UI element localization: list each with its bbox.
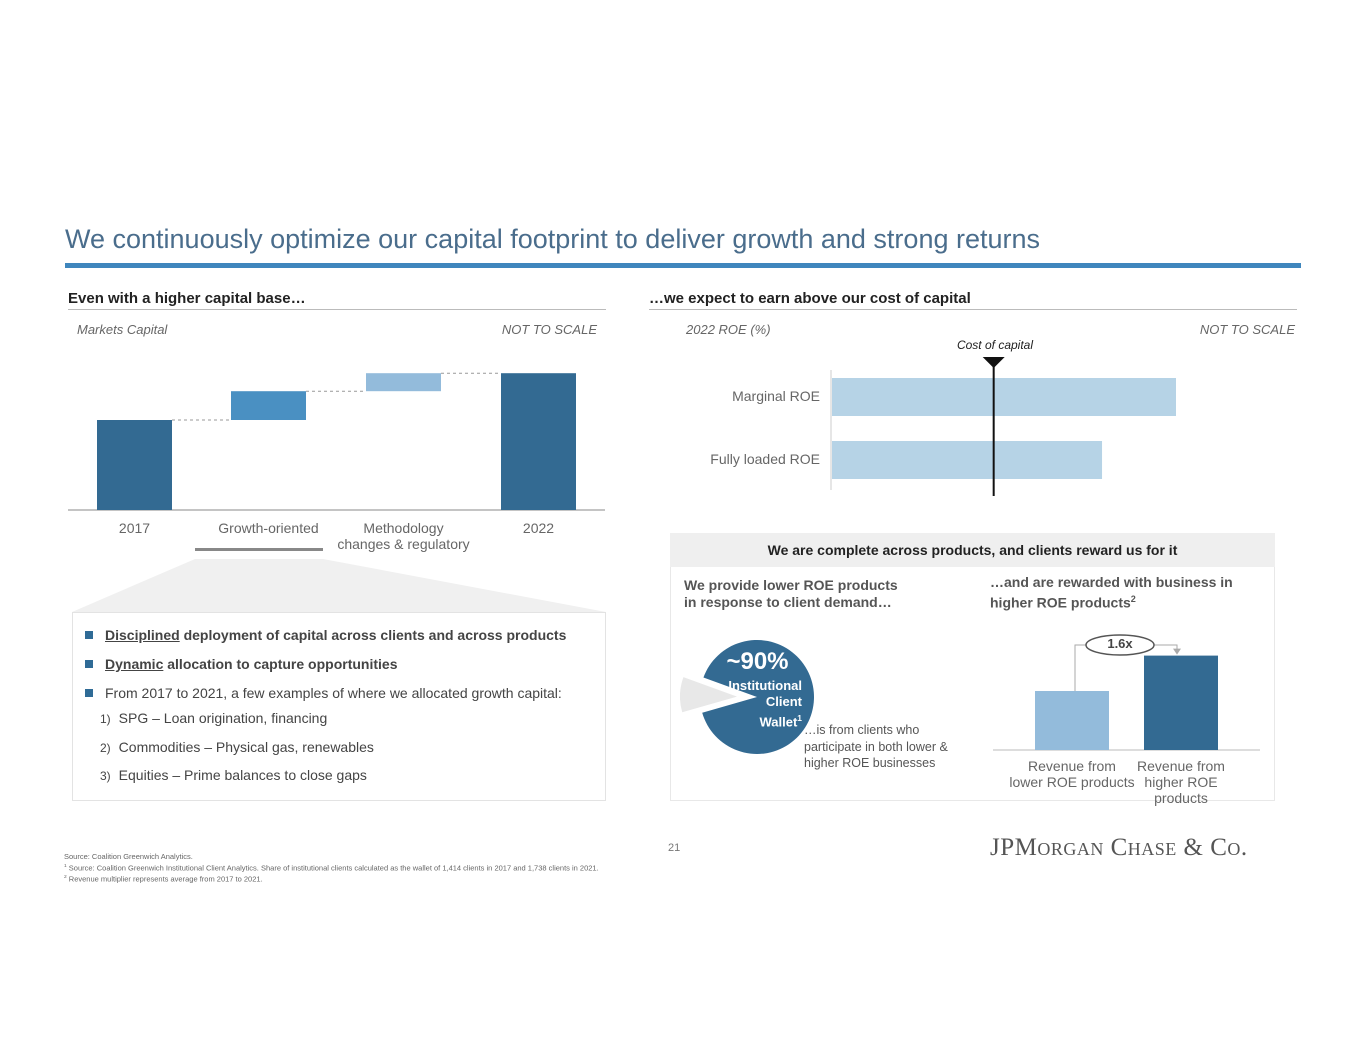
roe-bar-0 bbox=[832, 378, 1176, 416]
chart-subtitle: Markets Capital bbox=[77, 322, 168, 337]
roe-subtitle: 2022 ROE (%) bbox=[686, 322, 771, 337]
bullet-disciplined: Disciplined deployment of capital across… bbox=[85, 627, 566, 643]
pie-percent: ~90% bbox=[726, 648, 789, 675]
scale-note: NOT TO SCALE bbox=[1199, 322, 1295, 337]
lower-roe-heading: We provide lower ROE products in response… bbox=[684, 577, 898, 610]
cost-of-capital-marker bbox=[982, 357, 1005, 368]
page-title: We continuously optimize our capital foo… bbox=[65, 224, 1041, 254]
scale-note: NOT TO SCALE bbox=[501, 322, 597, 337]
bracket-line bbox=[1153, 644, 1178, 650]
title-rule bbox=[65, 263, 1301, 268]
page-number: 21 bbox=[668, 842, 681, 854]
waterfall-chart bbox=[68, 372, 605, 511]
bracket-line bbox=[1074, 644, 1087, 691]
roe-bar-1 bbox=[832, 441, 1103, 479]
divider bbox=[649, 309, 1297, 310]
wallet-pie-chart bbox=[680, 640, 814, 754]
revenue-bar-1 bbox=[1144, 655, 1218, 750]
bullet-dynamic: Dynamic allocation to capture opportunit… bbox=[85, 656, 397, 672]
x-tick-label: Methodology changes & regulatory bbox=[337, 520, 470, 552]
cost-of-capital-label: Cost of capital bbox=[956, 338, 1034, 352]
arrow-icon bbox=[1173, 648, 1181, 655]
x-tick-label: Revenue from lower ROE products bbox=[1009, 758, 1135, 790]
revenue-chart bbox=[993, 634, 1260, 751]
bar-3 bbox=[501, 373, 576, 510]
pie-note: …is from clients who participate in both … bbox=[804, 723, 948, 770]
multiplier-oval bbox=[1085, 634, 1155, 656]
bar-1 bbox=[231, 391, 306, 420]
callout-box bbox=[72, 612, 606, 801]
x-tick-label: Growth-oriented bbox=[218, 520, 319, 536]
bar-2 bbox=[366, 373, 441, 392]
divider bbox=[68, 309, 606, 310]
panel-heading: We are complete across products, and cli… bbox=[670, 533, 1275, 567]
y-tick-label: Marginal ROE bbox=[732, 388, 820, 404]
footnotes: Source: Coalition Greenwich Analytics. 1… bbox=[64, 852, 599, 883]
left-heading: Even with a higher capital base… bbox=[68, 290, 306, 307]
x-tick-label: 2017 bbox=[118, 520, 151, 536]
example-3: 3) Equities – Prime balances to close gap… bbox=[100, 767, 367, 783]
jpmorgan-logo: JPMorgan Chase & Co. bbox=[990, 834, 1248, 861]
higher-roe-heading: …and are rewarded with business in higher… bbox=[990, 574, 1233, 611]
pie-slice-other bbox=[680, 677, 738, 713]
multiplier-label: 1.6x bbox=[1107, 636, 1133, 651]
roe-chart bbox=[830, 357, 1176, 496]
revenue-bar-0 bbox=[1035, 691, 1109, 750]
example-2: 2) Commodities – Physical gas, renewables bbox=[100, 739, 374, 755]
callout-connector bbox=[72, 548, 606, 612]
x-tick-label: 2022 bbox=[522, 520, 555, 536]
pie-label: Institutional Client Wallet1 bbox=[728, 678, 802, 730]
pie-slice-institutional bbox=[702, 640, 814, 754]
x-tick-label: Revenue from higher ROE products bbox=[1137, 758, 1225, 806]
right-heading: …we expect to earn above our cost of cap… bbox=[649, 290, 971, 307]
bar-0 bbox=[97, 420, 172, 510]
bullet-growth-capital: From 2017 to 2021, a few examples of whe… bbox=[85, 685, 562, 701]
example-1: 1) SPG – Loan origination, financing bbox=[100, 710, 328, 726]
y-tick-label: Fully loaded ROE bbox=[710, 451, 820, 467]
